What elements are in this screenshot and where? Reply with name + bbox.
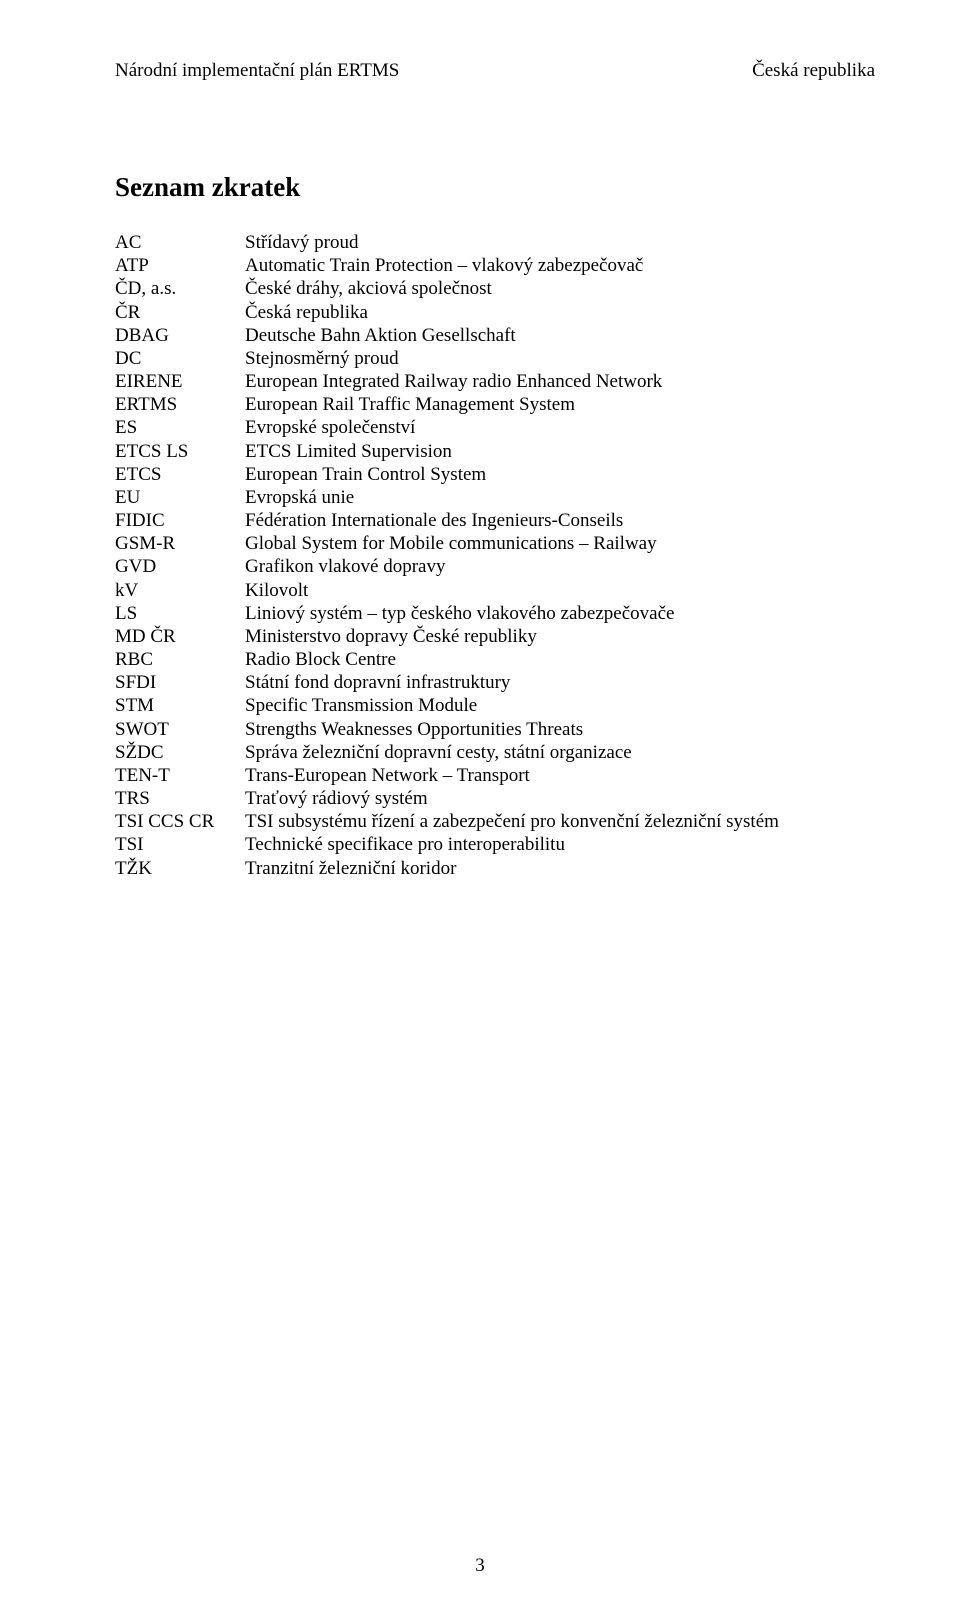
abbreviation-key: ČD, a.s. [115,277,245,300]
abbreviation-key: ATP [115,254,245,277]
page-header: Národní implementační plán ERTMS Česká r… [115,60,875,82]
abbreviation-key: ČR [115,301,245,324]
abbreviation-row: ČD, a.s.České dráhy, akciová společnost [115,277,875,300]
abbreviation-row: LSLiniový systém – typ českého vlakového… [115,602,875,625]
abbreviation-value: Tranzitní železniční koridor [245,857,875,880]
abbreviation-row: FIDICFédération Internationale des Ingen… [115,509,875,532]
abbreviation-row: ESEvropské společenství [115,416,875,439]
abbreviation-key: AC [115,231,245,254]
header-right: Česká republika [752,60,875,82]
abbreviation-value: Traťový rádiový systém [245,787,875,810]
abbreviation-key: FIDIC [115,509,245,532]
abbreviation-key: TSI CCS CR [115,810,245,833]
abbreviation-value: Strengths Weaknesses Opportunities Threa… [245,718,875,741]
abbreviation-value: Správa železniční dopravní cesty, státní… [245,741,875,764]
abbreviation-key: ERTMS [115,393,245,416]
abbreviation-key: SFDI [115,671,245,694]
abbreviation-value: Evropské společenství [245,416,875,439]
abbreviation-row: kVKilovolt [115,579,875,602]
abbreviation-row: ERTMSEuropean Rail Traffic Management Sy… [115,393,875,416]
abbreviation-key: STM [115,694,245,717]
abbreviation-value: Kilovolt [245,579,875,602]
abbreviation-value: ETCS Limited Supervision [245,440,875,463]
abbreviation-key: TEN-T [115,764,245,787]
abbreviation-row: GVDGrafikon vlakové dopravy [115,555,875,578]
abbreviation-value: České dráhy, akciová společnost [245,277,875,300]
abbreviation-value: Global System for Mobile communications … [245,532,875,555]
abbreviation-list: ACStřídavý proudATPAutomatic Train Prote… [115,231,875,880]
abbreviation-row: EUEvropská unie [115,486,875,509]
abbreviation-value: Specific Transmission Module [245,694,875,717]
abbreviation-value: Státní fond dopravní infrastruktury [245,671,875,694]
abbreviation-value: Automatic Train Protection – vlakový zab… [245,254,875,277]
abbreviation-key: TRS [115,787,245,810]
abbreviation-value: Deutsche Bahn Aktion Gesellschaft [245,324,875,347]
abbreviation-key: LS [115,602,245,625]
abbreviation-row: SŽDCSpráva železniční dopravní cesty, st… [115,741,875,764]
abbreviation-value: European Train Control System [245,463,875,486]
abbreviation-value: Fédération Internationale des Ingenieurs… [245,509,875,532]
abbreviation-key: SŽDC [115,741,245,764]
abbreviation-value: Technické specifikace pro interoperabili… [245,833,875,856]
abbreviation-row: TSITechnické specifikace pro interoperab… [115,833,875,856]
page-number: 3 [0,1555,960,1577]
abbreviation-key: ETCS [115,463,245,486]
document-page: Národní implementační plán ERTMS Česká r… [0,0,960,1617]
abbreviation-row: ATPAutomatic Train Protection – vlakový … [115,254,875,277]
abbreviation-value: Česká republika [245,301,875,324]
abbreviation-value: Střídavý proud [245,231,875,254]
abbreviation-key: ES [115,416,245,439]
abbreviation-value: Trans-European Network – Transport [245,764,875,787]
abbreviation-row: ETCSEuropean Train Control System [115,463,875,486]
abbreviation-key: ETCS LS [115,440,245,463]
abbreviation-key: RBC [115,648,245,671]
abbreviation-key: TŽK [115,857,245,880]
abbreviation-key: SWOT [115,718,245,741]
abbreviation-value: Grafikon vlakové dopravy [245,555,875,578]
abbreviation-row: ETCS LSETCS Limited Supervision [115,440,875,463]
abbreviation-key: kV [115,579,245,602]
abbreviation-row: TEN-TTrans-European Network – Transport [115,764,875,787]
abbreviation-value: Radio Block Centre [245,648,875,671]
abbreviation-row: SWOTStrengths Weaknesses Opportunities T… [115,718,875,741]
abbreviation-row: TSI CCS CRTSI subsystému řízení a zabezp… [115,810,875,833]
abbreviation-value: TSI subsystému řízení a zabezpečení pro … [245,810,875,833]
abbreviation-row: STMSpecific Transmission Module [115,694,875,717]
abbreviation-key: TSI [115,833,245,856]
abbreviation-key: DC [115,347,245,370]
abbreviation-key: EIRENE [115,370,245,393]
abbreviation-key: EU [115,486,245,509]
header-left: Národní implementační plán ERTMS [115,60,399,82]
abbreviation-row: MD ČRMinisterstvo dopravy České republik… [115,625,875,648]
abbreviation-value: Liniový systém – typ českého vlakového z… [245,602,875,625]
abbreviation-row: ČRČeská republika [115,301,875,324]
abbreviation-row: DCStejnosměrný proud [115,347,875,370]
abbreviation-row: GSM-RGlobal System for Mobile communicat… [115,532,875,555]
abbreviation-row: RBCRadio Block Centre [115,648,875,671]
abbreviation-value: European Rail Traffic Management System [245,393,875,416]
abbreviation-row: SFDIStátní fond dopravní infrastruktury [115,671,875,694]
abbreviation-value: Stejnosměrný proud [245,347,875,370]
abbreviation-key: GVD [115,555,245,578]
abbreviation-row: TŽKTranzitní železniční koridor [115,857,875,880]
abbreviation-row: DBAGDeutsche Bahn Aktion Gesellschaft [115,324,875,347]
abbreviation-row: TRSTraťový rádiový systém [115,787,875,810]
abbreviation-key: DBAG [115,324,245,347]
abbreviation-value: European Integrated Railway radio Enhanc… [245,370,875,393]
abbreviation-row: ACStřídavý proud [115,231,875,254]
abbreviation-row: EIRENEEuropean Integrated Railway radio … [115,370,875,393]
section-title: Seznam zkratek [115,172,875,203]
abbreviation-value: Ministerstvo dopravy České republiky [245,625,875,648]
abbreviation-key: GSM-R [115,532,245,555]
abbreviation-value: Evropská unie [245,486,875,509]
abbreviation-key: MD ČR [115,625,245,648]
